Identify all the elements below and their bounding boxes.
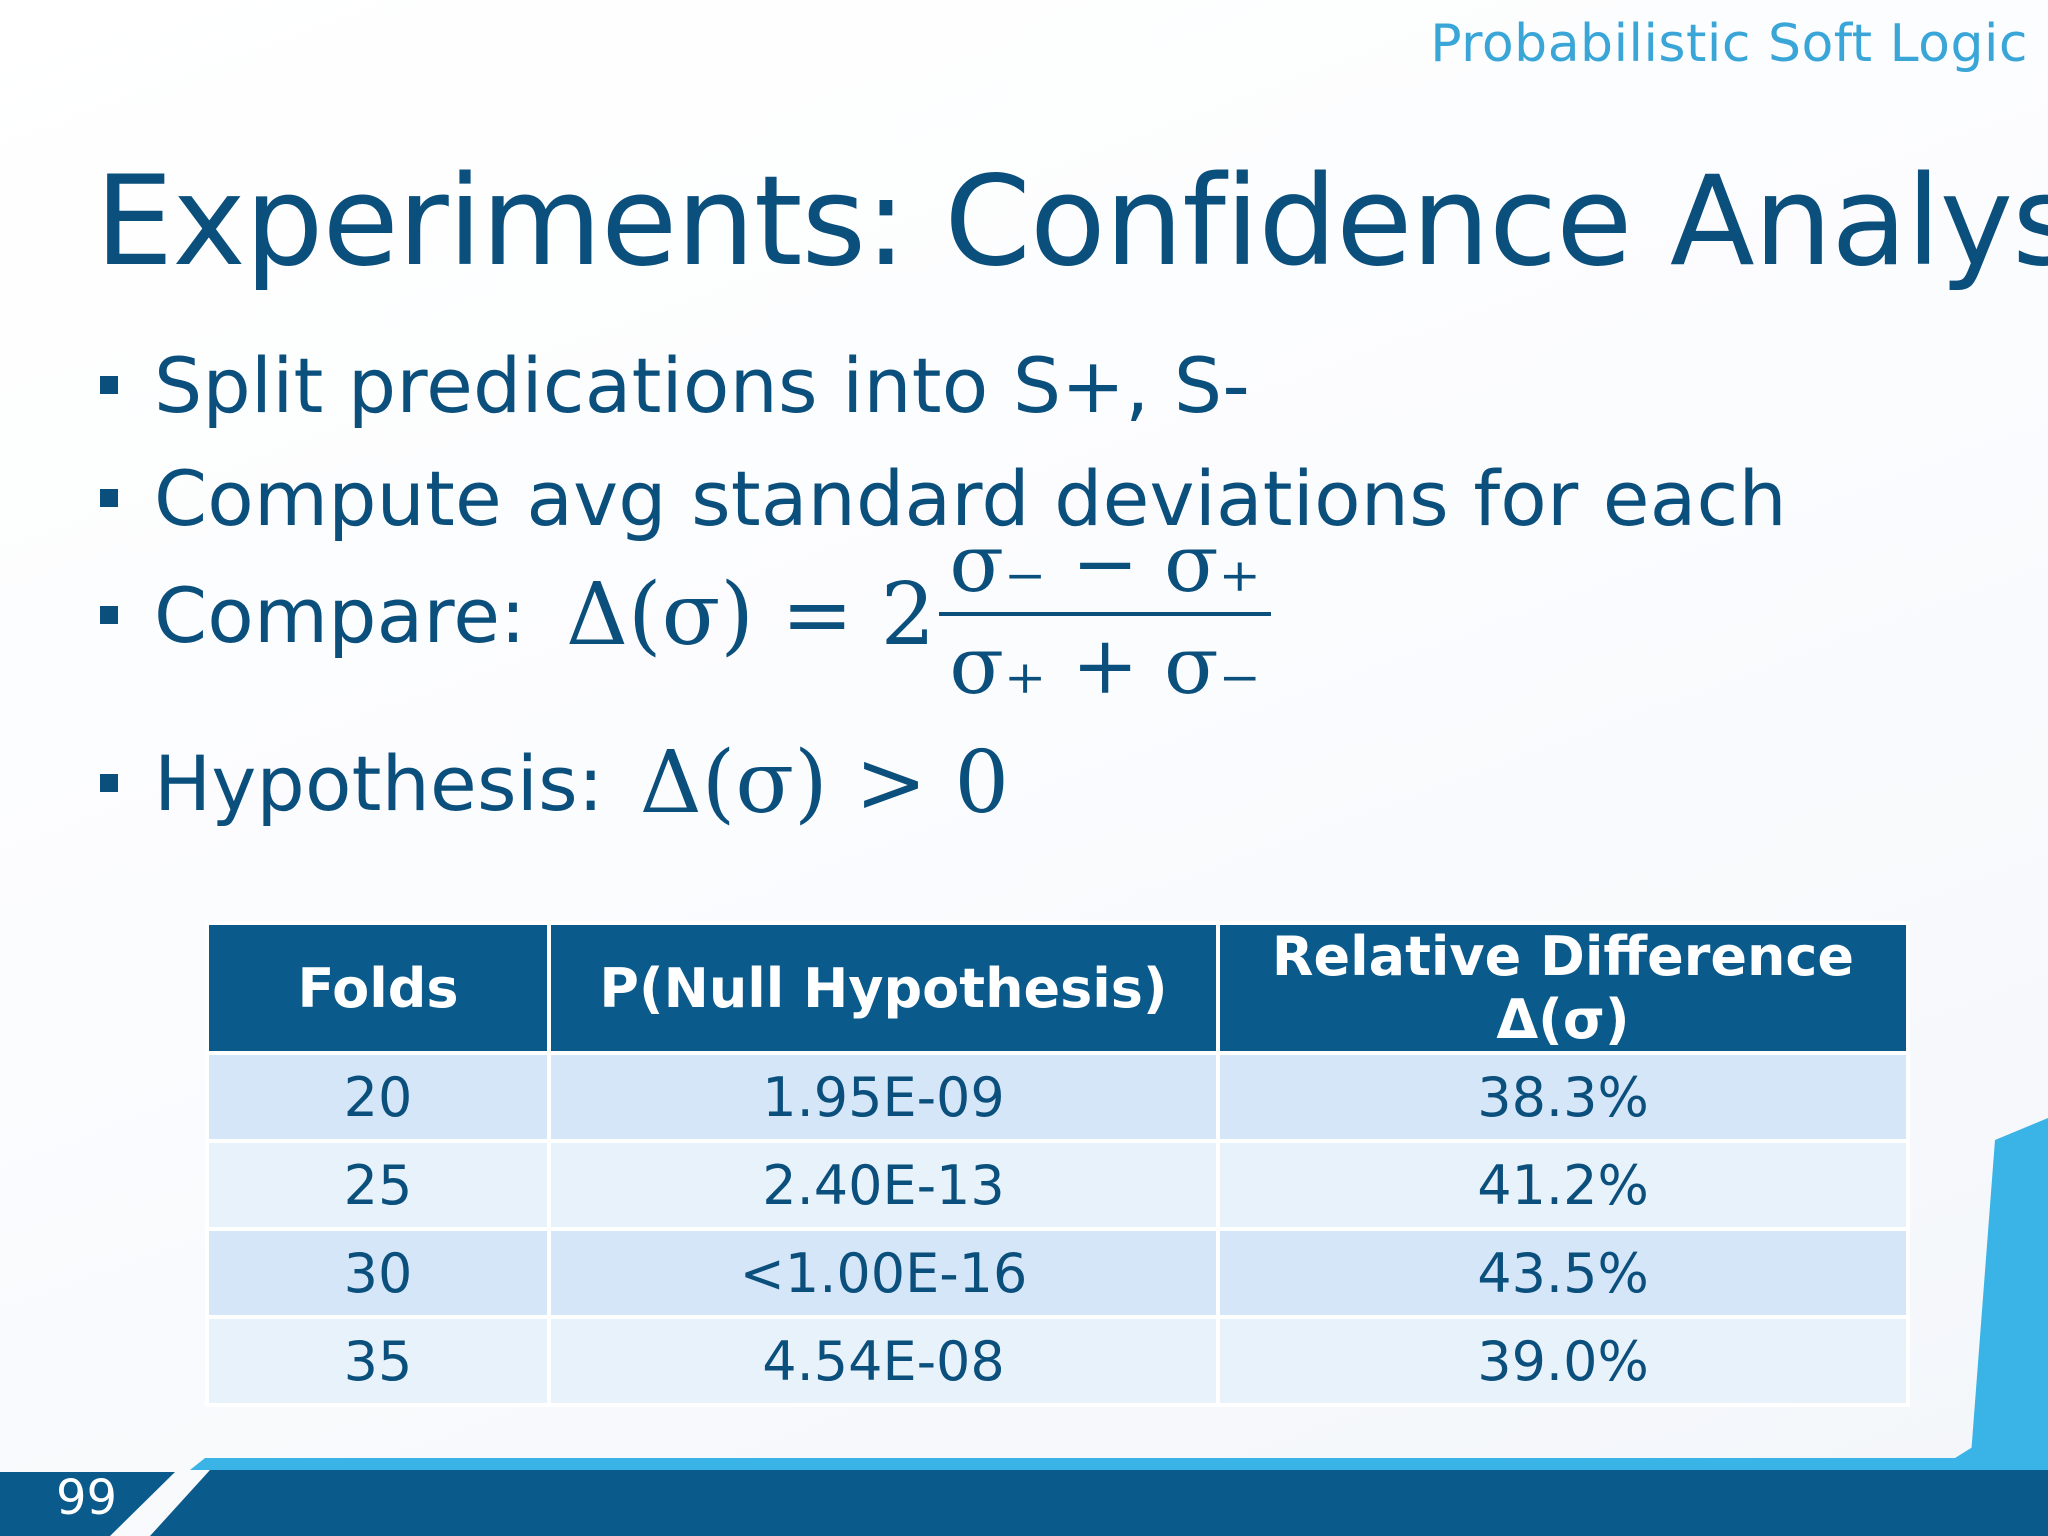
bullet-marker — [100, 774, 118, 792]
bullet-text: Split predications into S+, S- — [154, 340, 1250, 430]
table-row: 20 1.95E-09 38.3% — [205, 1051, 1910, 1143]
delta-formula: Δ(σ) = 2 σ₋ − σ₊ σ₊ + σ₋ — [566, 524, 1271, 706]
cell-relative-difference: 38.3% — [1216, 1051, 1910, 1143]
cell-folds: 20 — [205, 1051, 551, 1143]
cell-p-null: 1.95E-09 — [547, 1051, 1220, 1143]
bullet-item-compare: Compare: Δ(σ) = 2 σ₋ − σ₊ σ₊ + σ₋ — [100, 524, 1271, 706]
cell-folds: 35 — [205, 1315, 551, 1407]
table-header-row: Folds P(Null Hypothesis) Relative Differ… — [205, 921, 1910, 1055]
fraction-bar — [939, 612, 1271, 616]
cell-p-null: <1.00E-16 — [547, 1227, 1220, 1319]
header-p-null: P(Null Hypothesis) — [547, 921, 1220, 1055]
header-relative-difference: Relative Difference Δ(σ) — [1216, 921, 1910, 1055]
cell-relative-difference: 39.0% — [1216, 1315, 1910, 1407]
bullet-text: Hypothesis: — [154, 738, 604, 828]
bullet-marker — [100, 376, 118, 394]
cell-relative-difference: 41.2% — [1216, 1139, 1910, 1231]
table-row: 35 4.54E-08 39.0% — [205, 1315, 1910, 1407]
formula-fraction: σ₋ − σ₊ σ₊ + σ₋ — [939, 524, 1271, 706]
formula-lhs: Δ(σ) = 2 — [565, 565, 936, 665]
cell-relative-difference: 43.5% — [1216, 1227, 1910, 1319]
cell-folds: 25 — [205, 1139, 551, 1231]
table-row: 25 2.40E-13 41.2% — [205, 1139, 1910, 1231]
page-number-tab — [0, 1472, 175, 1536]
brand-label: Probabilistic Soft Logic — [1430, 14, 2028, 74]
bullet-marker — [100, 606, 118, 624]
bullet-item-hypothesis: Hypothesis: Δ(σ) > 0 — [100, 733, 1009, 833]
formula-numerator: σ₋ − σ₊ — [949, 517, 1261, 610]
bullet-text: Compute avg standard deviations for each — [154, 453, 1787, 543]
footer-accent-stripe — [1970, 1006, 2048, 1468]
bullet-text: Compare: — [154, 570, 526, 660]
footer-dark-band — [150, 1470, 2048, 1536]
table-row: 30 <1.00E-16 43.5% — [205, 1227, 1910, 1319]
cell-p-null: 4.54E-08 — [547, 1315, 1220, 1407]
page-number: 99 — [56, 1470, 118, 1526]
bullet-item: Compute avg standard deviations for each — [100, 453, 1787, 543]
formula-denominator: σ₊ + σ₋ — [949, 619, 1261, 712]
cell-folds: 30 — [205, 1227, 551, 1319]
slide-title: Experiments: Confidence Analysis — [95, 150, 2048, 294]
header-folds: Folds — [205, 921, 551, 1055]
hypothesis-formula: Δ(σ) > 0 — [639, 733, 1010, 833]
bullet-marker — [100, 489, 118, 507]
results-table: Folds P(Null Hypothesis) Relative Differ… — [205, 921, 1910, 1407]
cell-p-null: 2.40E-13 — [547, 1139, 1220, 1231]
footer-accent-band — [190, 1400, 2048, 1470]
bullet-item: Split predications into S+, S- — [100, 340, 1250, 430]
